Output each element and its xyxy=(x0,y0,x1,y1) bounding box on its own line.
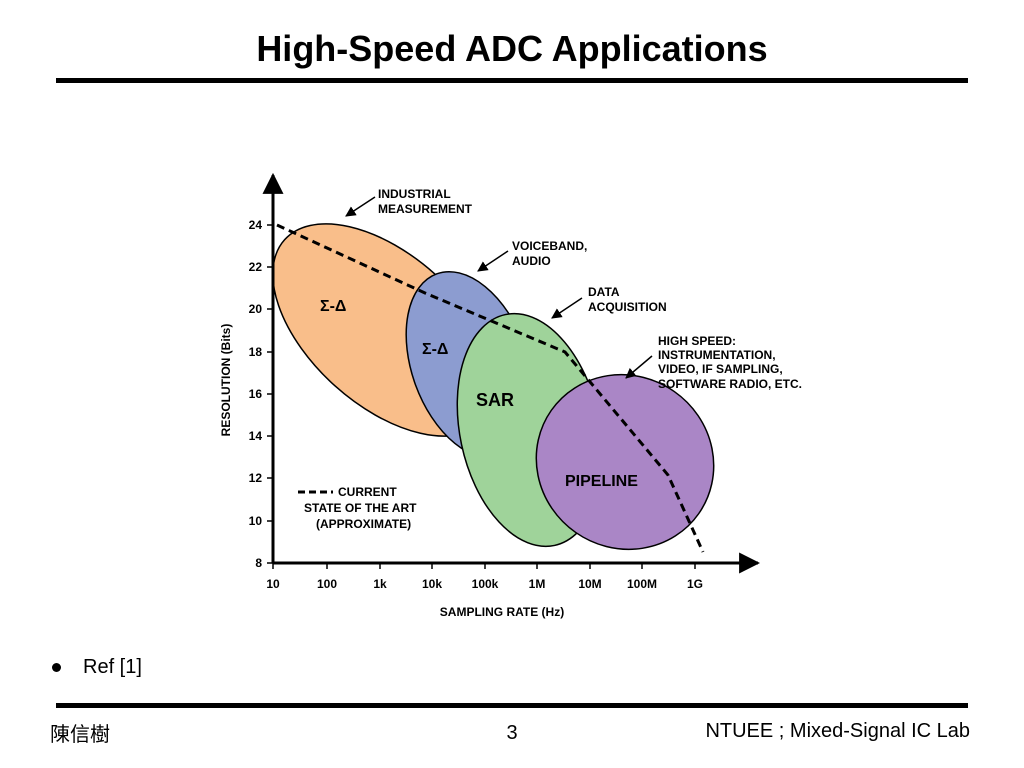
x-tick-label: 100k xyxy=(472,577,499,591)
region-pipeline xyxy=(535,373,715,551)
y-tick-label: 22 xyxy=(249,260,263,274)
reference-bullet: Ref [1] xyxy=(52,656,142,679)
callout-voiceband-line-2: AUDIO xyxy=(512,254,551,268)
x-tick-label: 10M xyxy=(578,577,601,591)
y-tick-label: 20 xyxy=(249,302,263,316)
legend-line-2: STATE OF THE ART xyxy=(304,501,417,515)
x-tick-label: 100M xyxy=(627,577,657,591)
callout-industrial-line-2: MEASUREMENT xyxy=(378,202,473,216)
callout-high-speed-line-4: SOFTWARE RADIO, ETC. xyxy=(658,377,802,391)
legend-line-1: CURRENT xyxy=(338,485,397,499)
y-tick-label: 18 xyxy=(249,345,263,359)
callout-high-speed-line-3: VIDEO, IF SAMPLING, xyxy=(658,362,783,376)
callout-data-acquisition-line-2: ACQUISITION xyxy=(588,300,667,314)
x-tick-label: 1k xyxy=(373,577,387,591)
x-tick-label: 10k xyxy=(422,577,442,591)
region-label-sigma-delta-1: Σ-Δ xyxy=(320,298,346,315)
legend: CURRENT STATE OF THE ART (APPROXIMATE) xyxy=(298,485,417,531)
title-divider xyxy=(56,78,968,83)
region-label-sar: SAR xyxy=(476,390,514,410)
y-axis-label: RESOLUTION (Bits) xyxy=(219,324,233,437)
callout-industrial-line-1: INDUSTRIAL xyxy=(378,187,451,201)
callout-voiceband: VOICEBAND, AUDIO xyxy=(477,239,587,272)
legend-line-3: (APPROXIMATE) xyxy=(316,517,411,531)
footer-author: 陳信樹 xyxy=(50,722,110,746)
bullet-dot-icon xyxy=(52,663,61,673)
y-tick-label: 8 xyxy=(255,556,262,570)
region-label-pipeline: PIPELINE xyxy=(565,473,638,490)
x-tick-label: 1G xyxy=(687,577,703,591)
y-tick-label: 16 xyxy=(249,387,263,401)
y-tick-label: 10 xyxy=(249,514,263,528)
x-axis-label: SAMPLING RATE (Hz) xyxy=(440,605,564,619)
callout-data-acquisition: DATA ACQUISITION xyxy=(551,285,667,319)
x-tick-label: 100 xyxy=(317,577,337,591)
y-tick-label: 12 xyxy=(249,471,263,485)
footer-lab: NTUEE ; Mixed-Signal IC Lab xyxy=(705,720,970,742)
callout-high-speed-line-1: HIGH SPEED: xyxy=(658,334,736,348)
y-tick-label: 24 xyxy=(249,218,263,232)
footer-divider xyxy=(56,703,968,708)
slide-title: High-Speed ADC Applications xyxy=(256,28,768,69)
x-tick-label: 10 xyxy=(266,577,280,591)
callout-industrial: INDUSTRIAL MEASUREMENT xyxy=(345,187,473,217)
y-tick-label: 14 xyxy=(249,429,263,443)
callout-data-acquisition-line-1: DATA xyxy=(588,285,620,299)
callout-high-speed-line-2: INSTRUMENTATION, xyxy=(658,348,776,362)
callout-voiceband-line-1: VOICEBAND, xyxy=(512,239,587,253)
callout-high-speed: HIGH SPEED: INSTRUMENTATION, VIDEO, IF S… xyxy=(625,334,802,391)
reference-text: Ref [1] xyxy=(83,656,142,678)
footer-page-number: 3 xyxy=(506,722,518,744)
x-tick-label: 1M xyxy=(529,577,546,591)
adc-applications-diagram: Σ-Δ Σ-Δ SAR PIPELINE 8 10 12 14 16 18 20 22 24 1… xyxy=(219,172,802,619)
state-of-the-art-line xyxy=(276,223,705,553)
region-label-sigma-delta-2: Σ-Δ xyxy=(422,341,448,358)
